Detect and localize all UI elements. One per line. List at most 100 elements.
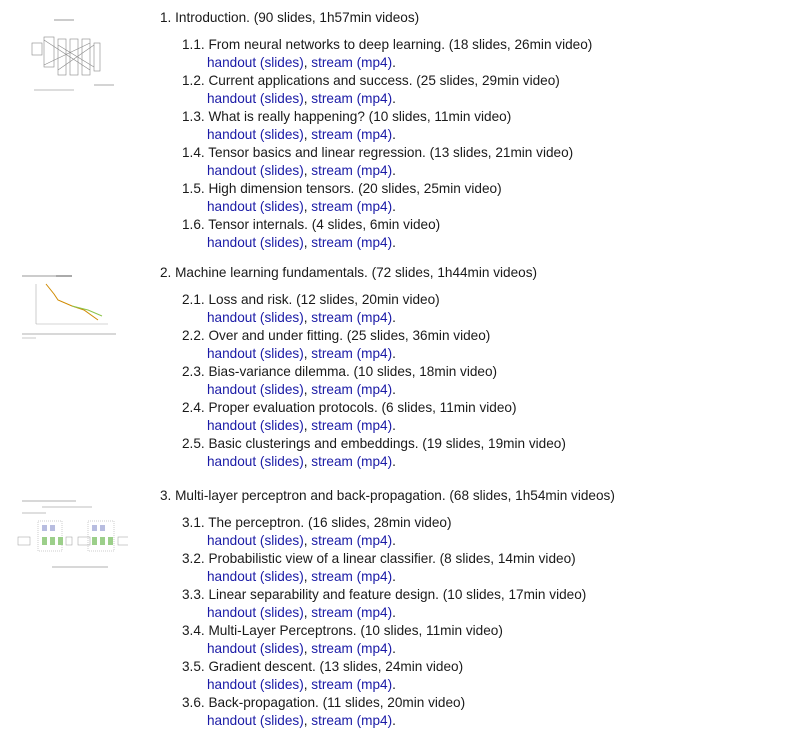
handout-link[interactable]: handout — [207, 677, 257, 692]
stream-link[interactable]: stream — [311, 199, 353, 214]
slides-link[interactable]: (slides) — [259, 310, 304, 325]
list-item: 1.6. Tensor internals. (4 slides, 6min v… — [182, 216, 592, 252]
stream-link[interactable]: stream — [311, 310, 353, 325]
slides-link[interactable]: (slides) — [259, 677, 304, 692]
handout-link[interactable]: handout — [207, 235, 257, 250]
item-number: 2.4. — [182, 400, 205, 415]
slides-link[interactable]: (slides) — [259, 454, 304, 469]
separator: , — [303, 346, 312, 361]
handout-link[interactable]: handout — [207, 55, 257, 70]
slides-link[interactable]: (slides) — [259, 605, 304, 620]
section-3-thumbnail[interactable] — [16, 497, 128, 577]
slides-link[interactable]: (slides) — [259, 641, 304, 656]
separator: , — [303, 677, 312, 692]
slides-link[interactable]: (slides) — [259, 91, 304, 106]
handout-link[interactable]: handout — [207, 641, 257, 656]
list-item: 3.4. Multi-Layer Perceptrons. (10 slides… — [182, 622, 586, 658]
item-number: 3.4. — [182, 623, 205, 638]
stream-link[interactable]: stream — [311, 235, 353, 250]
stream-link[interactable]: stream — [311, 605, 353, 620]
mp4-link[interactable]: (mp4) — [356, 310, 393, 325]
handout-link[interactable]: handout — [207, 533, 257, 548]
slides-link[interactable]: (slides) — [259, 533, 304, 548]
handout-link[interactable]: handout — [207, 310, 257, 325]
mp4-link[interactable]: (mp4) — [356, 713, 393, 728]
mp4-link[interactable]: (mp4) — [356, 163, 393, 178]
mp4-link[interactable]: (mp4) — [356, 199, 393, 214]
item-title: Over and under fitting. (25 slides, 36mi… — [208, 328, 491, 343]
handout-link[interactable]: handout — [207, 91, 257, 106]
handout-link[interactable]: handout — [207, 127, 257, 142]
mp4-link[interactable]: (mp4) — [356, 418, 393, 433]
item-number: 3.1. — [182, 515, 205, 530]
handout-link[interactable]: handout — [207, 163, 257, 178]
handout-link[interactable]: handout — [207, 454, 257, 469]
slides-link[interactable]: (slides) — [259, 199, 304, 214]
item-number: 3.3. — [182, 587, 205, 602]
section-1-thumbnail[interactable] — [14, 15, 126, 95]
stream-link[interactable]: stream — [311, 641, 353, 656]
lecture-list: 2.1. Loss and risk. (12 slides, 20min vi… — [182, 291, 566, 471]
item-links: handout (slides), stream (mp4). — [182, 54, 592, 72]
stream-link[interactable]: stream — [311, 677, 353, 692]
mp4-link[interactable]: (mp4) — [356, 382, 393, 397]
separator: , — [303, 55, 312, 70]
mp4-link[interactable]: (mp4) — [356, 569, 393, 584]
stream-link[interactable]: stream — [311, 533, 353, 548]
separator: , — [303, 310, 312, 325]
list-item: 3.3. Linear separability and feature des… — [182, 586, 586, 622]
stream-link[interactable]: stream — [311, 55, 353, 70]
mp4-link[interactable]: (mp4) — [356, 91, 393, 106]
mp4-link[interactable]: (mp4) — [356, 454, 393, 469]
separator: . — [392, 235, 396, 250]
list-item: 1.5. High dimension tensors. (20 slides,… — [182, 180, 592, 216]
item-title: Bias-variance dilemma. (10 slides, 18min… — [208, 364, 498, 379]
mp4-link[interactable]: (mp4) — [356, 677, 393, 692]
slides-link[interactable]: (slides) — [259, 127, 304, 142]
stream-link[interactable]: stream — [311, 713, 353, 728]
item-links: handout (slides), stream (mp4). — [182, 676, 586, 694]
separator: . — [392, 641, 396, 656]
mp4-link[interactable]: (mp4) — [356, 55, 393, 70]
stream-link[interactable]: stream — [311, 418, 353, 433]
section-2-thumbnail[interactable] — [16, 272, 128, 352]
slides-link[interactable]: (slides) — [259, 55, 304, 70]
handout-link[interactable]: handout — [207, 569, 257, 584]
separator: . — [392, 163, 396, 178]
slides-link[interactable]: (slides) — [259, 163, 304, 178]
mp4-link[interactable]: (mp4) — [356, 127, 393, 142]
handout-link[interactable]: handout — [207, 346, 257, 361]
stream-link[interactable]: stream — [311, 91, 353, 106]
mp4-link[interactable]: (mp4) — [356, 235, 393, 250]
handout-link[interactable]: handout — [207, 605, 257, 620]
slides-link[interactable]: (slides) — [259, 713, 304, 728]
section-title: 2. Machine learning fundamentals. (72 sl… — [160, 265, 538, 280]
list-item: 2.3. Bias-variance dilemma. (10 slides, … — [182, 363, 566, 399]
handout-link[interactable]: handout — [207, 382, 257, 397]
mp4-link[interactable]: (mp4) — [356, 641, 393, 656]
stream-link[interactable]: stream — [311, 454, 353, 469]
separator: . — [392, 199, 396, 214]
separator: , — [303, 382, 312, 397]
handout-link[interactable]: handout — [207, 199, 257, 214]
mp4-link[interactable]: (mp4) — [356, 346, 393, 361]
handout-link[interactable]: handout — [207, 418, 257, 433]
list-item: 3.1. The perceptron. (16 slides, 28min v… — [182, 514, 586, 550]
stream-link[interactable]: stream — [311, 127, 353, 142]
stream-link[interactable]: stream — [311, 346, 353, 361]
separator: , — [303, 199, 312, 214]
slides-link[interactable]: (slides) — [259, 382, 304, 397]
handout-link[interactable]: handout — [207, 713, 257, 728]
mp4-link[interactable]: (mp4) — [356, 605, 393, 620]
stream-link[interactable]: stream — [311, 163, 353, 178]
slides-link[interactable]: (slides) — [259, 346, 304, 361]
mp4-link[interactable]: (mp4) — [356, 533, 393, 548]
slides-link[interactable]: (slides) — [259, 418, 304, 433]
stream-link[interactable]: stream — [311, 382, 353, 397]
item-links: handout (slides), stream (mp4). — [182, 712, 586, 730]
slides-link[interactable]: (slides) — [259, 235, 304, 250]
slides-link[interactable]: (slides) — [259, 569, 304, 584]
stream-link[interactable]: stream — [311, 569, 353, 584]
item-title: From neural networks to deep learning. (… — [208, 37, 593, 52]
item-links: handout (slides), stream (mp4). — [182, 234, 592, 252]
